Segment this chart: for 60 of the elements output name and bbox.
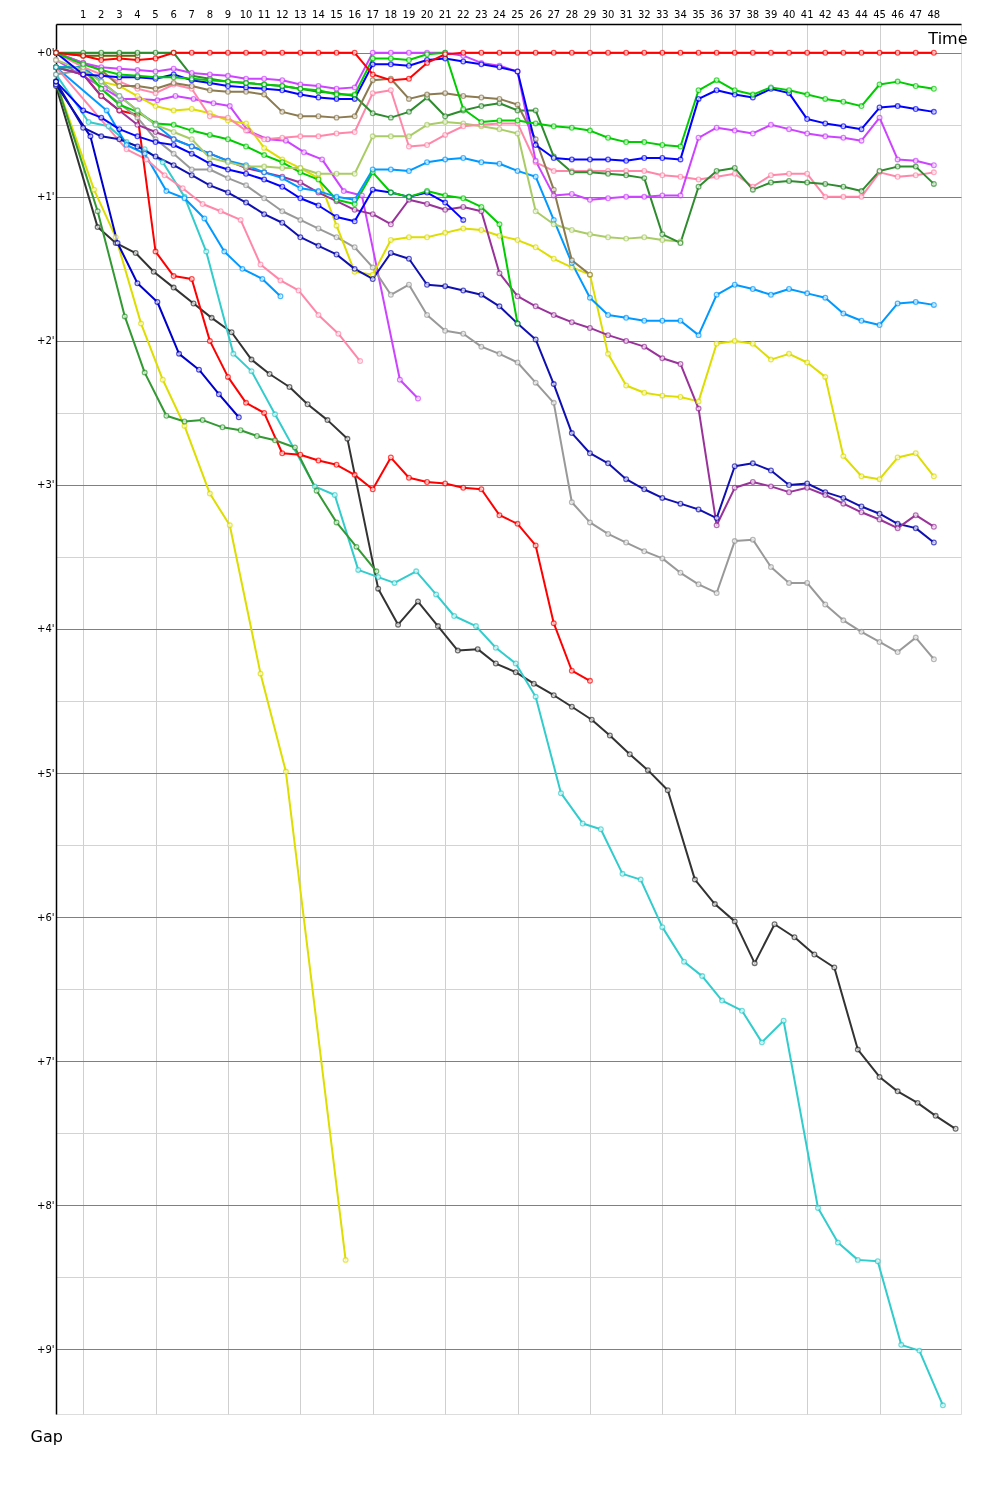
x-tick-label: 14 — [312, 9, 325, 20]
x-tick-label: 19 — [402, 9, 416, 20]
x-tick-label: 18 — [384, 9, 398, 20]
x-tick-label: 3 — [116, 9, 123, 20]
x-tick-label: 22 — [456, 9, 470, 20]
x-tick-label: 36 — [710, 9, 724, 20]
x-tick-label: 23 — [474, 9, 488, 20]
x-tick-label: 31 — [619, 9, 633, 20]
y-tick-label: +4' — [37, 623, 55, 635]
x-tick-label: 4 — [134, 9, 141, 20]
x-tick-label: 24 — [493, 9, 506, 20]
y-axis-title: Gap — [30, 1426, 63, 1446]
x-tick-label: 46 — [891, 9, 905, 20]
x-tick-label: 44 — [855, 9, 868, 20]
x-tick-label: 38 — [746, 9, 760, 20]
x-tick-label: 11 — [257, 9, 271, 20]
x-tick-label: 8 — [206, 9, 214, 20]
x-tick-label: 9 — [224, 9, 232, 20]
y-tick-label: +3' — [37, 479, 55, 491]
y-tick-label: +7' — [37, 1055, 55, 1067]
x-axis-title: Time — [927, 28, 968, 48]
x-tick-label: 7 — [188, 9, 195, 20]
x-tick-label: 2 — [98, 9, 105, 20]
x-tick-label: 27 — [547, 9, 561, 20]
x-tick-label: 20 — [420, 9, 434, 20]
x-tick-label: 45 — [873, 9, 886, 20]
y-tick-label: +8' — [37, 1199, 55, 1211]
x-tick-label: 5 — [152, 9, 159, 20]
x-tick-label: 33 — [655, 9, 669, 20]
x-tick-label: 12 — [275, 9, 289, 20]
x-tick-label: 39 — [764, 9, 778, 20]
y-tick-label: +0' — [37, 47, 55, 59]
x-tick-label: 47 — [909, 9, 923, 20]
y-tick-label: +6' — [37, 911, 55, 923]
x-tick-label: 43 — [836, 9, 850, 20]
x-tick-label: 34 — [674, 9, 687, 20]
x-tick-label: 30 — [601, 9, 615, 20]
x-tick-label: 37 — [728, 9, 742, 20]
x-tick-label: 40 — [782, 9, 796, 20]
x-tick-label: 41 — [800, 9, 814, 20]
x-tick-label: 10 — [239, 9, 253, 20]
x-tick-label: 28 — [565, 9, 579, 20]
x-tick-label: 1 — [79, 9, 87, 20]
y-tick-label: +1' — [37, 191, 55, 203]
y-tick-label: +9' — [37, 1343, 55, 1355]
x-tick-label: 25 — [511, 9, 524, 20]
x-tick-label: 26 — [529, 9, 543, 20]
x-tick-label: 6 — [170, 9, 177, 20]
x-tick-label: 29 — [583, 9, 597, 20]
x-tick-label: 17 — [366, 9, 380, 20]
x-tick-label: 15 — [330, 9, 343, 20]
x-tick-label: 13 — [293, 9, 307, 20]
x-tick-label: 35 — [692, 9, 705, 20]
x-tick-label: 48 — [927, 9, 941, 20]
y-tick-label: +2' — [37, 335, 55, 347]
x-tick-label: 21 — [438, 9, 452, 20]
x-tick-label: 42 — [818, 9, 832, 20]
x-tick-label: 32 — [637, 9, 651, 20]
x-tick-label: 16 — [348, 9, 362, 20]
y-tick-label: +5' — [37, 767, 55, 779]
